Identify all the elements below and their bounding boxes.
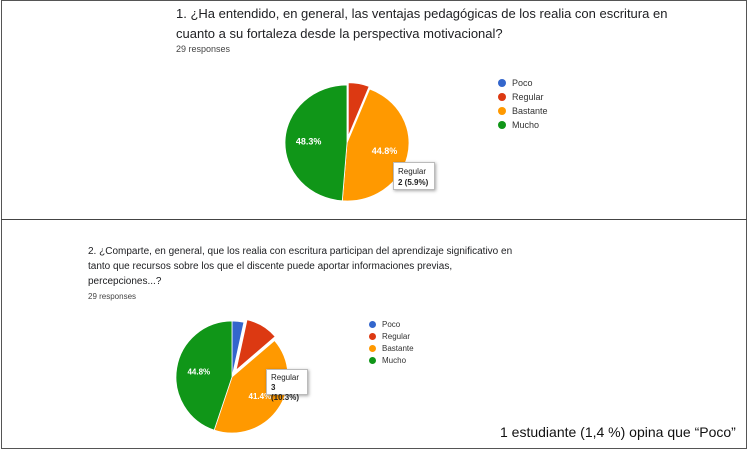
pie-slice-mucho: [284, 84, 348, 202]
question-2-pie-chart: 41.4% 44.8%: [175, 319, 289, 434]
pie-slice-bastante: [341, 88, 410, 202]
question-2-tooltip-label: Regular: [271, 373, 300, 382]
legend-item-poco: Poco: [369, 318, 414, 330]
question-2-tooltip-value: 3 (10.3%): [271, 383, 300, 402]
legend-label-bastante: Bastante: [512, 106, 548, 116]
legend-item-bastante: Bastante: [369, 342, 414, 354]
footnote: 1 estudiante (1,4 %) opina que “Poco”: [500, 424, 736, 440]
question-2-legend: Poco Regular Bastante Mucho: [369, 318, 414, 366]
pie-slice-mucho: [175, 320, 233, 431]
question-1-pie-chart: 44.8% 48.3%: [284, 82, 410, 202]
question-1-tooltip-label: Regular: [398, 167, 427, 176]
question-2-responses: 29 responses: [88, 292, 137, 301]
legend-label-poco: Poco: [512, 78, 533, 88]
legend-label-regular: Regular: [382, 331, 411, 341]
legend-item-regular: Regular: [369, 330, 414, 342]
pie-slice-regular: [347, 82, 370, 137]
legend-label-bastante: Bastante: [382, 343, 414, 353]
legend-swatch-poco: [498, 79, 506, 87]
question-1-tooltip: Regular 2 (5.9%): [393, 162, 435, 190]
question-1-legend: Poco Regular Bastante Mucho: [498, 76, 548, 132]
legend-item-mucho: Mucho: [498, 118, 548, 132]
pie-label-mucho: 48.3%: [296, 137, 322, 147]
legend-swatch-regular: [369, 332, 376, 340]
question-2-title: 2. ¿Comparte, en general, que los realia…: [88, 246, 513, 287]
question-1-responses: 29 responses: [176, 44, 231, 54]
legend-label-mucho: Mucho: [382, 355, 407, 365]
legend-label-mucho: Mucho: [512, 120, 540, 130]
legend-item-poco: Poco: [498, 76, 548, 90]
legend-swatch-mucho: [369, 356, 376, 364]
pie-slice-bastante: [213, 339, 289, 434]
legend-swatch-mucho: [498, 121, 506, 129]
question-2-panel: 2. ¿Comparte, en general, que los realia…: [0, 220, 750, 450]
legend-item-regular: Regular: [498, 90, 548, 104]
legend-item-bastante: Bastante: [498, 104, 548, 118]
legend-label-regular: Regular: [512, 92, 544, 102]
question-1-panel: 1. ¿Ha entendido, en general, las ventaj…: [0, 0, 750, 219]
panel-divider: [1, 219, 747, 220]
pie-slice-regular: [235, 319, 276, 372]
pie-label-bastante: 41.4%: [249, 392, 272, 401]
question-1-tooltip-value: 2 (5.9%): [398, 178, 429, 187]
legend-swatch-bastante: [498, 107, 506, 115]
pie-label-bastante: 44.8%: [372, 146, 398, 156]
question-1-title: 1. ¿Ha entendido, en general, las ventaj…: [176, 6, 668, 41]
legend-label-poco: Poco: [382, 319, 401, 329]
legend-swatch-bastante: [369, 344, 376, 352]
legend-swatch-regular: [498, 93, 506, 101]
legend-item-mucho: Mucho: [369, 354, 414, 366]
legend-swatch-poco: [369, 320, 376, 328]
pie-label-mucho: 44.8%: [187, 368, 210, 377]
question-2-tooltip: Regular 3 (10.3%): [266, 369, 308, 402]
